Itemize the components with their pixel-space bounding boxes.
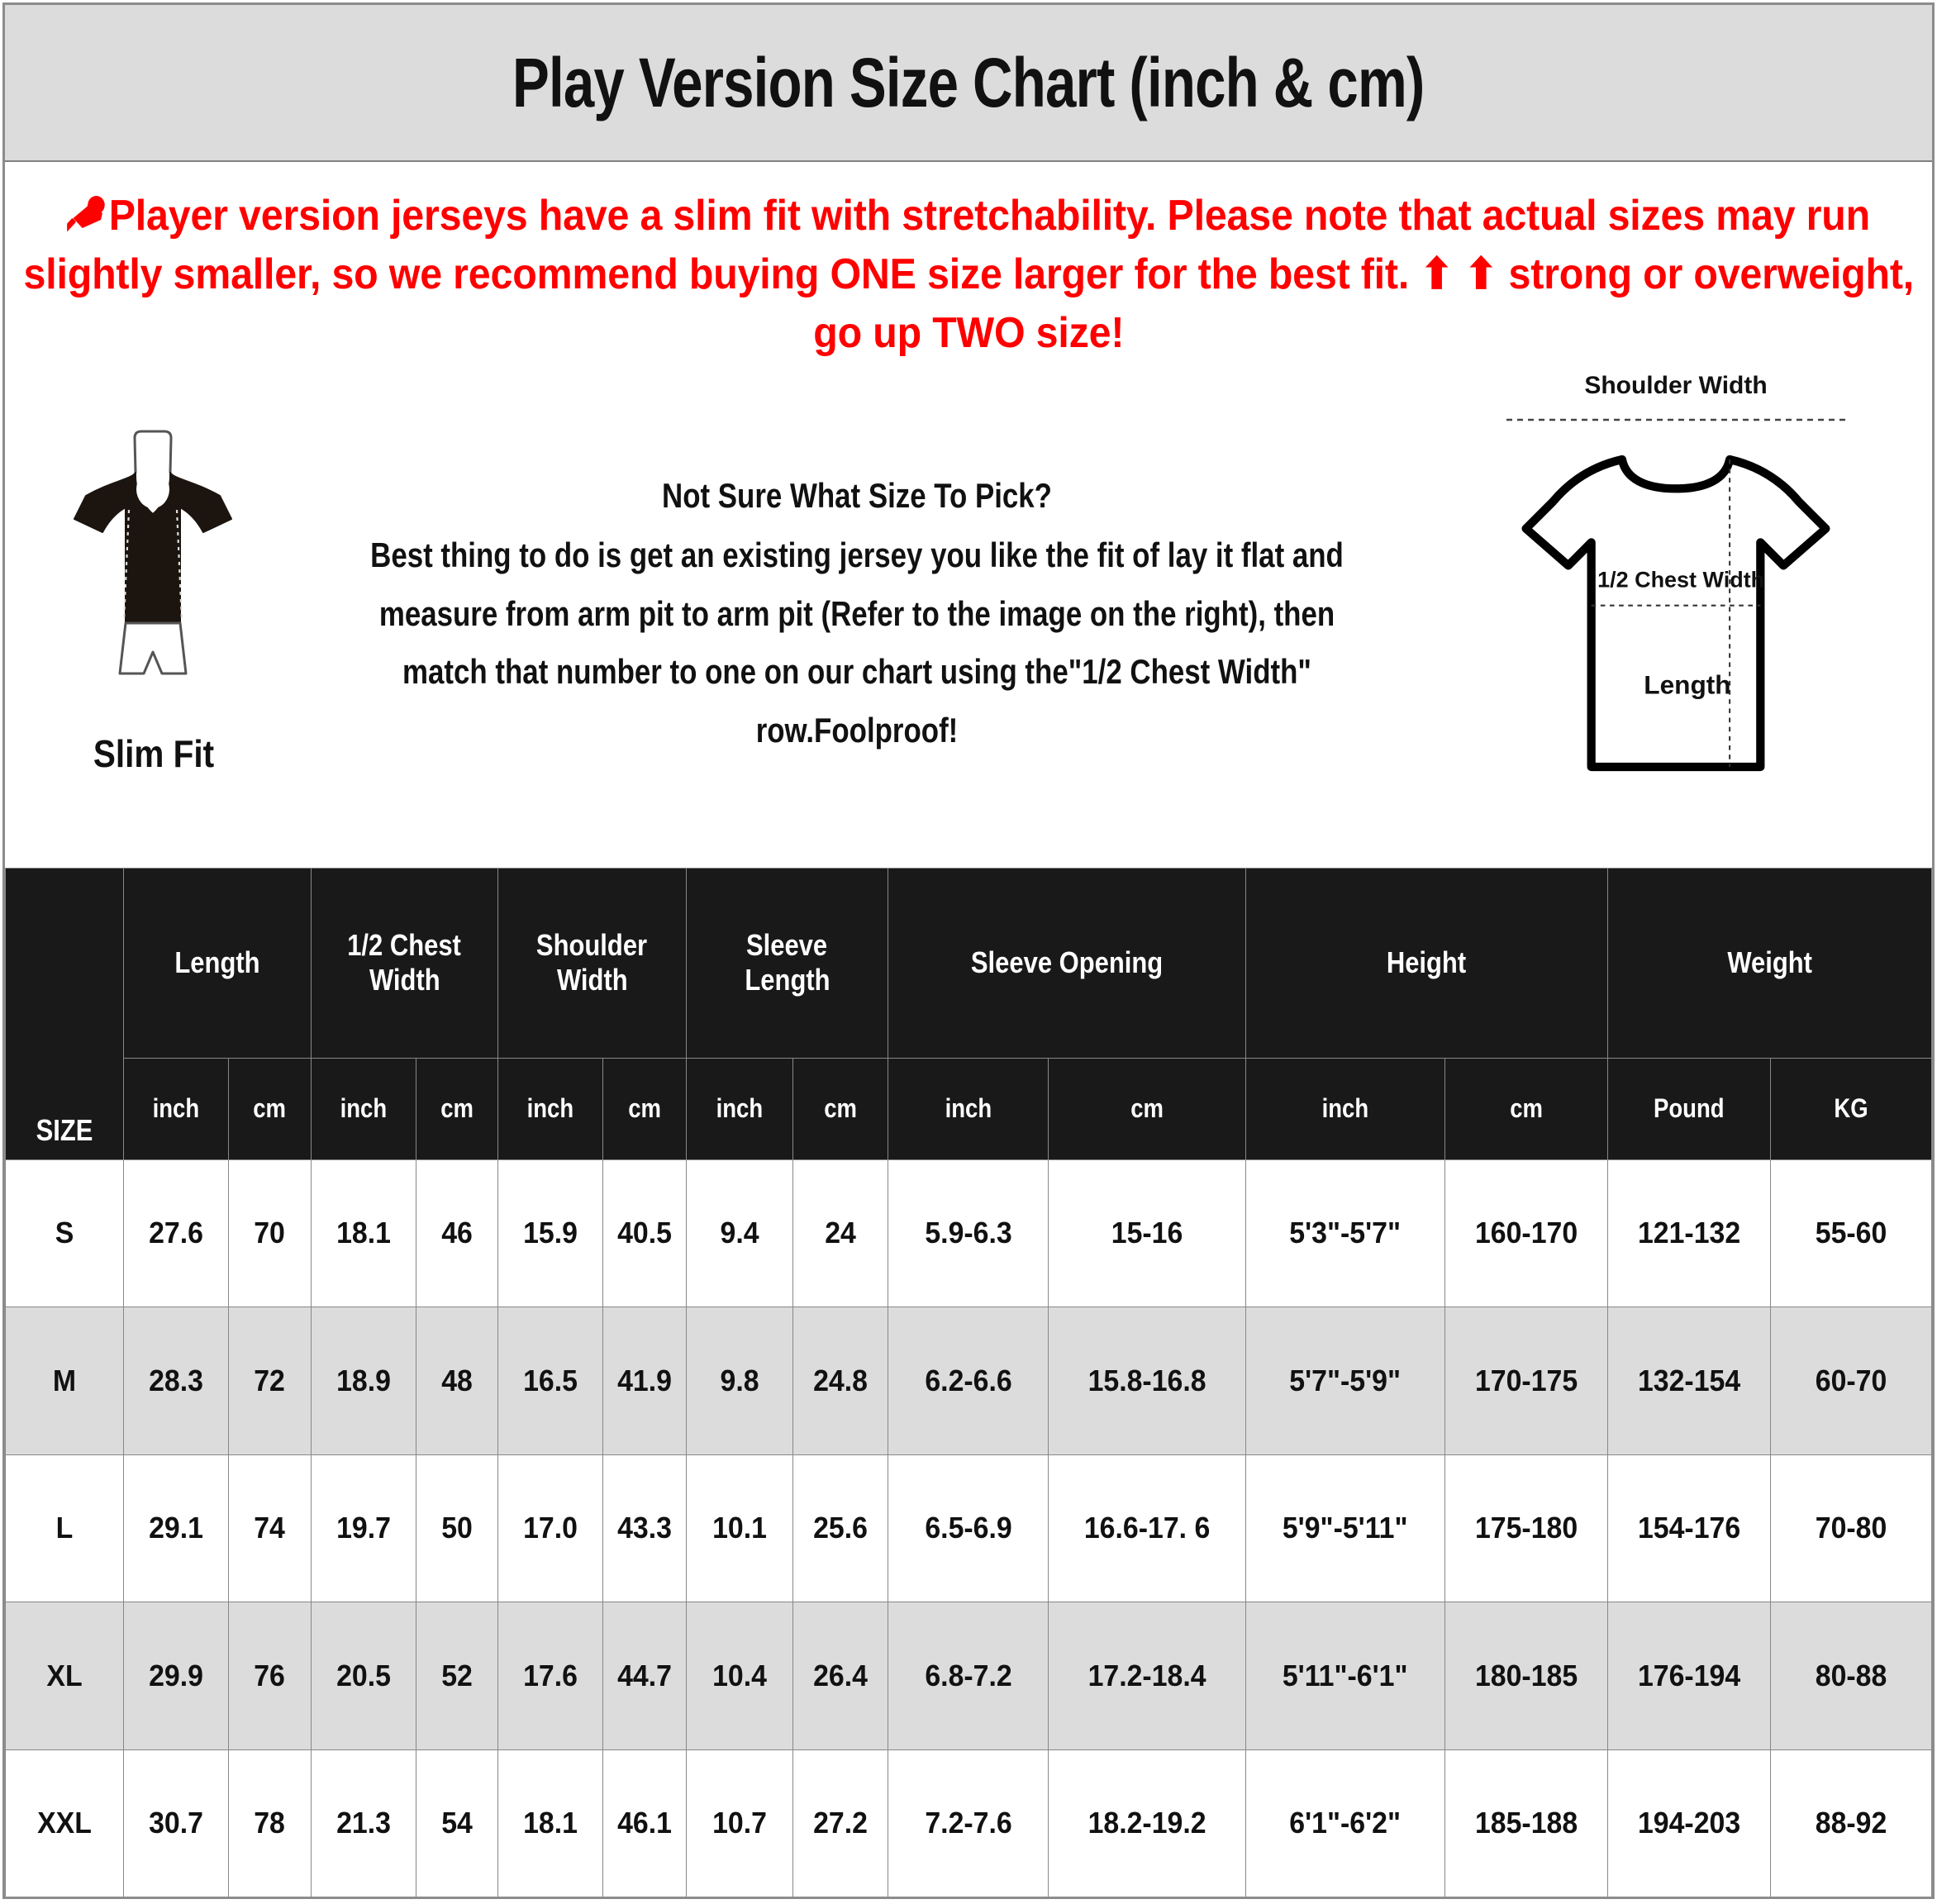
svg-text:1/2 Chest Width: 1/2 Chest Width xyxy=(1597,567,1764,592)
svg-text:Length: Length xyxy=(1644,669,1730,699)
